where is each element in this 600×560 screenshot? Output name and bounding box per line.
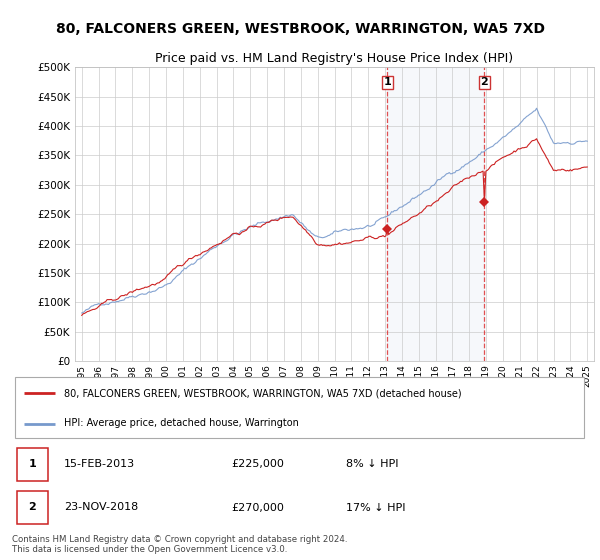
FancyBboxPatch shape <box>17 447 48 480</box>
FancyBboxPatch shape <box>17 491 48 524</box>
Text: 2: 2 <box>481 77 488 87</box>
Title: Price paid vs. HM Land Registry's House Price Index (HPI): Price paid vs. HM Land Registry's House … <box>155 52 514 64</box>
Text: 1: 1 <box>383 77 391 87</box>
Text: HPI: Average price, detached house, Warrington: HPI: Average price, detached house, Warr… <box>64 418 299 428</box>
Text: 80, FALCONERS GREEN, WESTBROOK, WARRINGTON, WA5 7XD (detached house): 80, FALCONERS GREEN, WESTBROOK, WARRINGT… <box>64 388 461 398</box>
Text: 17% ↓ HPI: 17% ↓ HPI <box>346 502 406 512</box>
Text: Contains HM Land Registry data © Crown copyright and database right 2024.
This d: Contains HM Land Registry data © Crown c… <box>12 535 347 554</box>
Text: 23-NOV-2018: 23-NOV-2018 <box>64 502 138 512</box>
Text: 15-FEB-2013: 15-FEB-2013 <box>64 459 135 469</box>
Text: 80, FALCONERS GREEN, WESTBROOK, WARRINGTON, WA5 7XD: 80, FALCONERS GREEN, WESTBROOK, WARRINGT… <box>56 22 545 36</box>
Text: 2: 2 <box>29 502 37 512</box>
Text: £270,000: £270,000 <box>231 502 284 512</box>
Text: £225,000: £225,000 <box>231 459 284 469</box>
Bar <box>387 67 484 361</box>
Text: 8% ↓ HPI: 8% ↓ HPI <box>346 459 398 469</box>
Text: 1: 1 <box>29 459 37 469</box>
FancyBboxPatch shape <box>15 377 584 438</box>
